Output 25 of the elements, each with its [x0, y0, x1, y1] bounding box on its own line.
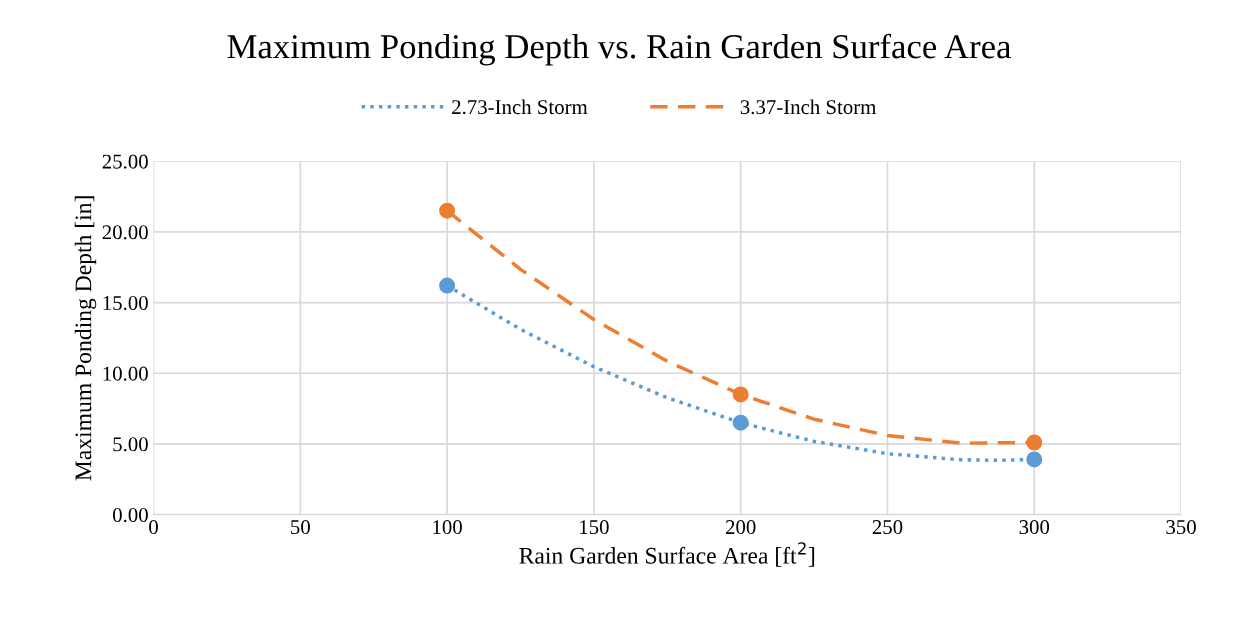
point	[1026, 451, 1043, 468]
point	[732, 414, 749, 431]
x-tick-label: 0	[149, 520, 158, 535]
y-tick-label: 5.00	[113, 437, 148, 452]
point	[1026, 434, 1043, 451]
x-tick-label: 350	[1166, 520, 1196, 535]
x-tick-label: 200	[725, 520, 756, 535]
legend-label: 3.37-Inch Storm	[740, 99, 877, 115]
chart-title: Maximum Ponding Depth vs. Rain Garden Surface Area	[227, 33, 1011, 66]
y-tick-label: 0.00	[112, 507, 148, 523]
y-tick-label: 25.00	[102, 154, 148, 169]
point	[439, 277, 456, 294]
y-tick-label: 20.00	[102, 225, 148, 240]
y-tick-label: 10.00	[103, 366, 148, 381]
x-axis-title: Rain Garden Surface Area [ft$^{2}$]	[519, 542, 815, 567]
y-axis-title: Maximum Ponding Depth [in]	[74, 196, 97, 481]
x-tick-label: 150	[580, 520, 609, 535]
x-tick-label: 100	[433, 520, 462, 535]
legend-label: 2.73-Inch Storm	[452, 99, 588, 115]
x-tick-label: 250	[872, 520, 903, 535]
x-tick-label: 300	[1019, 520, 1050, 535]
x-tick-label: 50	[291, 520, 310, 535]
point	[439, 202, 456, 219]
point	[732, 386, 749, 403]
y-tick-label: 15.00	[103, 295, 148, 311]
